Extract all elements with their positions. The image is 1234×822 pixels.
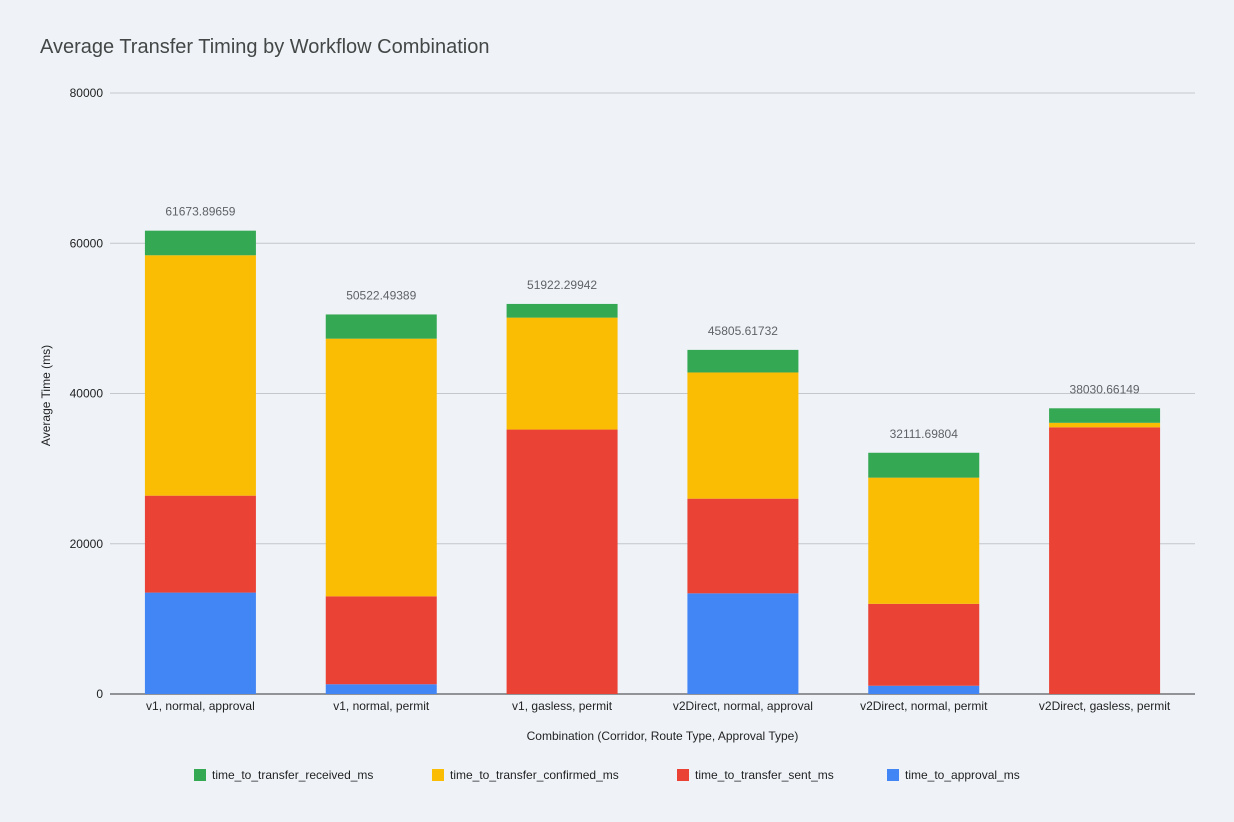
x-tick-label: v1, gasless, permit	[512, 699, 613, 713]
bar-segment-time-to-transfer-sent-ms	[1049, 427, 1161, 694]
bar-total-label: 38030.66149	[1070, 382, 1140, 396]
bar-segment-time-to-transfer-received-ms	[868, 452, 980, 478]
bar-segment-time-to-transfer-received-ms	[1049, 408, 1161, 423]
bar-segment-time-to-transfer-confirmed-ms	[144, 255, 256, 496]
bar-total-label: 51922.29942	[527, 278, 597, 292]
legend-label: time_to_transfer_received_ms	[212, 768, 373, 782]
bar-segment-time-to-transfer-received-ms	[144, 230, 256, 256]
bar-segment-time-to-transfer-confirmed-ms	[868, 477, 980, 604]
x-tick-label: v2Direct, gasless, permit	[1039, 699, 1171, 713]
chart-title: Average Transfer Timing by Workflow Comb…	[40, 36, 490, 58]
bar-segment-time-to-transfer-received-ms	[506, 303, 618, 318]
x-axis-title: Combination (Corridor, Route Type, Appro…	[527, 729, 799, 743]
bar-segment-time-to-transfer-sent-ms	[506, 429, 618, 694]
x-tick-label: v1, normal, permit	[333, 699, 430, 713]
y-tick-label: 60000	[70, 236, 104, 250]
legend-label: time_to_approval_ms	[905, 768, 1020, 782]
legend-label: time_to_transfer_sent_ms	[695, 768, 834, 782]
x-tick-label: v1, normal, approval	[146, 699, 255, 713]
bar-segment-time-to-transfer-received-ms	[325, 314, 437, 339]
bar-segment-time-to-transfer-sent-ms	[325, 596, 437, 685]
x-tick-label: v2Direct, normal, permit	[860, 699, 988, 713]
bar-segment-time-to-transfer-sent-ms	[144, 495, 256, 593]
y-axis-title: Average Time (ms)	[39, 345, 53, 446]
bar-segment-time-to-transfer-confirmed-ms	[325, 338, 437, 597]
bar-segment-time-to-transfer-confirmed-ms	[687, 372, 799, 499]
bar-segment-time-to-transfer-received-ms	[687, 349, 799, 373]
bar-segment-time-to-approval-ms	[144, 592, 256, 694]
bar-segment-time-to-approval-ms	[325, 684, 437, 694]
y-tick-label: 80000	[70, 86, 104, 100]
bar-total-label: 32111.69804	[890, 427, 959, 441]
y-tick-label: 0	[96, 687, 103, 701]
bar-segment-time-to-transfer-confirmed-ms	[1049, 422, 1161, 428]
y-tick-label: 40000	[70, 387, 104, 401]
y-tick-label: 20000	[70, 537, 104, 551]
legend-swatch-time-to-transfer-confirmed-ms	[432, 769, 444, 781]
legend-swatch-time-to-approval-ms	[887, 769, 899, 781]
bar-segment-time-to-transfer-sent-ms	[687, 498, 799, 594]
bar-total-label: 50522.49389	[346, 288, 416, 302]
bar-total-label: 61673.89659	[165, 205, 235, 219]
legend-swatch-time-to-transfer-sent-ms	[677, 769, 689, 781]
bar-segment-time-to-approval-ms	[868, 685, 980, 694]
legend-swatch-time-to-transfer-received-ms	[194, 769, 206, 781]
bar-segment-time-to-approval-ms	[687, 593, 799, 694]
bar-segment-time-to-transfer-confirmed-ms	[506, 317, 618, 430]
bar-total-label: 45805.61732	[708, 324, 778, 338]
bar-segment-time-to-transfer-sent-ms	[868, 603, 980, 686]
legend-label: time_to_transfer_confirmed_ms	[450, 768, 619, 782]
x-tick-label: v2Direct, normal, approval	[673, 699, 813, 713]
